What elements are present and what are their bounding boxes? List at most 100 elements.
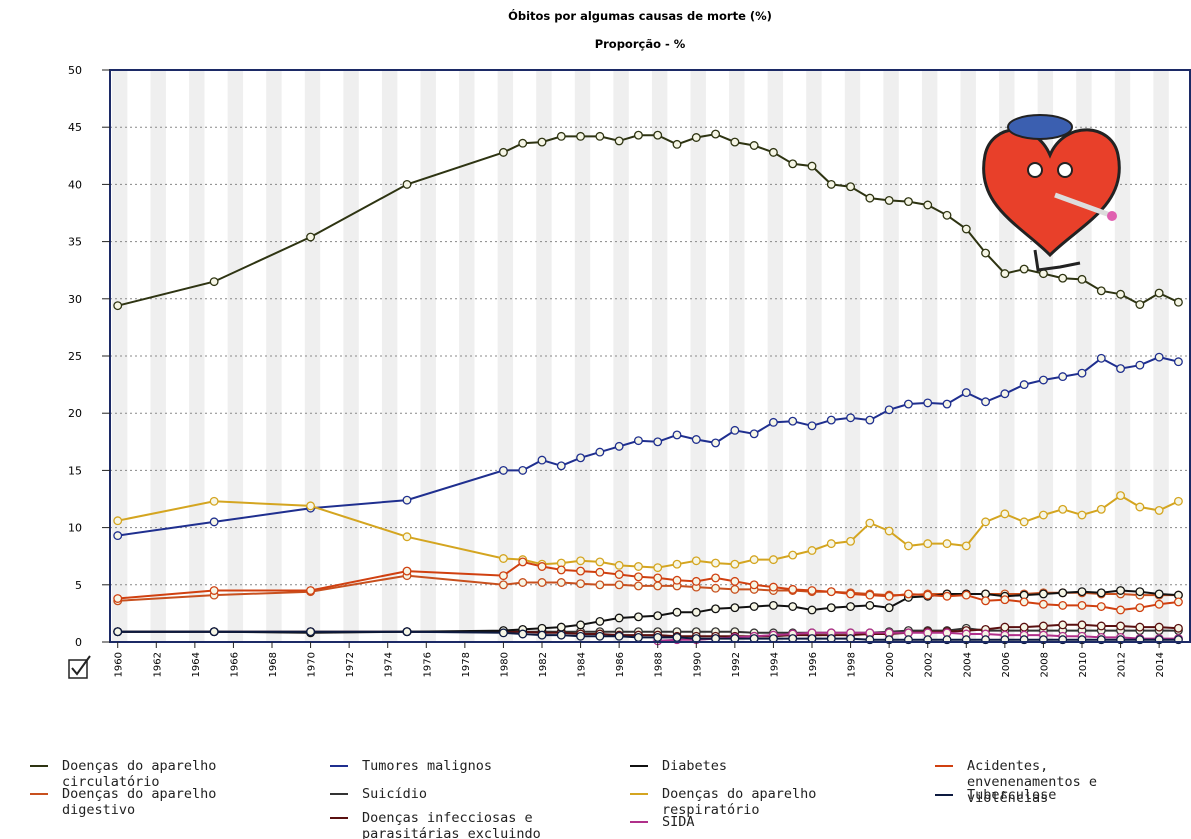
data-point (730, 425, 740, 435)
data-point (209, 586, 219, 595)
x-tick-label: 2004 (962, 652, 973, 677)
data-point (614, 570, 624, 579)
data-point (1077, 368, 1087, 378)
data-point (633, 632, 643, 642)
data-point (1135, 360, 1145, 370)
y-tick-label: 5 (75, 579, 82, 592)
data-point (672, 559, 682, 569)
data-point (749, 580, 759, 590)
data-point (826, 415, 836, 425)
data-point (498, 571, 508, 581)
data-point (614, 136, 624, 146)
data-point (826, 179, 836, 189)
x-tick-label: 1976 (422, 652, 433, 677)
legend-swatch (30, 765, 48, 767)
data-point (1096, 588, 1106, 598)
data-point (768, 600, 778, 610)
stripe (150, 70, 166, 642)
series-line (117, 623, 1179, 638)
data-point (537, 137, 547, 147)
data-point (209, 496, 219, 506)
stripe (111, 70, 128, 642)
x-tick-label: 1982 (538, 652, 549, 677)
data-point (306, 586, 316, 595)
data-point (518, 629, 528, 639)
y-tick-label: 20 (68, 407, 82, 420)
data-point (1077, 274, 1087, 284)
data-point (730, 603, 740, 613)
data-point (749, 555, 759, 565)
legend-label: SIDA (662, 814, 695, 830)
data-point (1058, 600, 1068, 610)
data-point (576, 631, 586, 641)
data-point (595, 580, 605, 590)
data-point (903, 197, 913, 207)
data-point (1000, 509, 1010, 519)
data-point (1058, 588, 1068, 598)
x-tick-label: 1968 (268, 652, 279, 677)
data-point (1116, 491, 1126, 501)
checkbox-tick (71, 655, 91, 676)
data-point (595, 447, 605, 457)
data-point (1154, 352, 1164, 362)
data-point (768, 582, 778, 592)
data-point (711, 573, 721, 583)
legend-label: Diabetes (662, 758, 728, 774)
data-point (711, 438, 721, 448)
checkbox[interactable] (68, 655, 91, 679)
data-point (1038, 375, 1048, 385)
data-point (653, 581, 663, 591)
data-point (1096, 504, 1106, 514)
data-point (498, 554, 508, 563)
data-point (981, 517, 991, 527)
data-point (711, 129, 721, 139)
checkbox-box[interactable] (68, 659, 88, 679)
data-point (537, 630, 547, 640)
stripe (536, 70, 552, 642)
x-tick-label: 2010 (1078, 652, 1089, 677)
data-point (1116, 364, 1126, 374)
data-point (1077, 600, 1087, 610)
heart (982, 128, 1121, 258)
data-point (846, 536, 856, 546)
series-line (117, 560, 1179, 612)
data-point (633, 130, 643, 140)
data-point (633, 581, 643, 591)
data-point (576, 131, 586, 141)
x-tick-label: 1970 (307, 652, 318, 677)
legend-label: Doenças do aparelho respiratório (662, 786, 817, 818)
legend-swatch (935, 794, 953, 796)
data-point (846, 589, 856, 599)
data-point (807, 605, 817, 615)
chart: Óbitos por algumas causas de morte (%) P… (68, 8, 1191, 679)
x-tick-label: 1990 (692, 652, 703, 677)
data-point (498, 580, 508, 590)
series-line (657, 631, 1179, 642)
data-point (1038, 621, 1048, 631)
legend-swatch (630, 765, 648, 767)
data-point (209, 277, 219, 287)
legend-swatch (935, 765, 953, 767)
x-tick-label: 2014 (1155, 652, 1166, 677)
ice-pack (1007, 114, 1073, 140)
data-point (556, 461, 566, 471)
thermometer (1054, 192, 1111, 218)
data-point (1077, 510, 1087, 520)
data-point (537, 578, 547, 587)
data-point (653, 437, 663, 447)
x-tick-label: 1988 (654, 652, 665, 677)
stripe (690, 70, 706, 642)
data-point (595, 557, 605, 567)
stripe (266, 70, 282, 642)
x-tick-label: 1974 (384, 652, 395, 677)
data-point (614, 560, 624, 570)
data-point (711, 583, 721, 593)
x-tick-label: 1998 (847, 652, 858, 677)
data-point (749, 602, 759, 611)
data-point (1038, 510, 1048, 520)
data-point (865, 193, 875, 203)
x-tick-label: 1962 (152, 652, 163, 677)
data-point (614, 631, 624, 641)
data-point (633, 572, 643, 582)
series-line (117, 589, 1179, 634)
